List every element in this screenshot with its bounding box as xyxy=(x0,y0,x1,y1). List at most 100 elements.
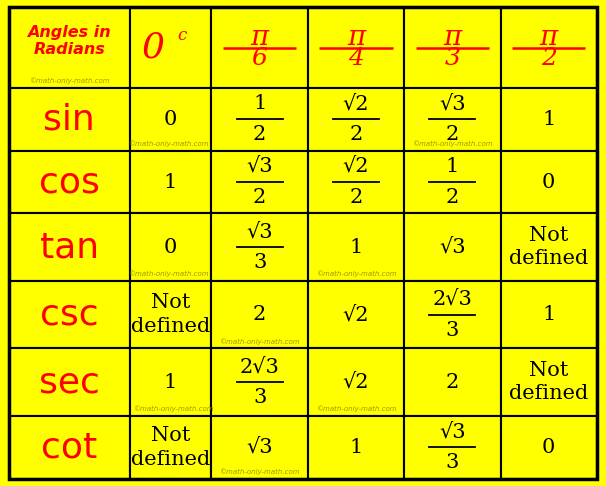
Text: ©math-only-math.com: ©math-only-math.com xyxy=(128,140,208,147)
Text: ©math-only-math.com: ©math-only-math.com xyxy=(133,405,213,412)
Bar xyxy=(404,213,501,281)
Text: π: π xyxy=(443,24,462,52)
Text: 2: 2 xyxy=(253,188,266,207)
Bar xyxy=(308,213,404,281)
Bar xyxy=(130,7,211,88)
Text: cot: cot xyxy=(41,430,98,464)
Text: tan: tan xyxy=(40,230,99,264)
Bar xyxy=(308,88,404,151)
Text: ©math-only-math.com: ©math-only-math.com xyxy=(29,77,110,84)
Text: π: π xyxy=(347,24,365,52)
Bar xyxy=(501,151,597,213)
Text: 1: 1 xyxy=(542,110,556,129)
Bar xyxy=(501,281,597,348)
Text: π: π xyxy=(250,24,269,52)
Bar xyxy=(501,88,597,151)
Text: 3: 3 xyxy=(444,47,461,70)
Text: Not
defined: Not defined xyxy=(131,294,210,336)
Bar xyxy=(130,348,211,416)
Text: √3: √3 xyxy=(246,438,273,457)
Text: 1: 1 xyxy=(542,305,556,324)
Bar xyxy=(211,213,308,281)
Text: 3: 3 xyxy=(253,388,266,407)
Text: 0: 0 xyxy=(542,438,556,457)
Text: √3: √3 xyxy=(439,94,465,113)
Bar xyxy=(404,281,501,348)
Bar xyxy=(308,348,404,416)
Bar xyxy=(130,416,211,479)
Text: 0: 0 xyxy=(141,31,164,65)
Text: 2√3: 2√3 xyxy=(240,357,279,376)
Bar xyxy=(308,281,404,348)
Text: ©math-only-math.com: ©math-only-math.com xyxy=(219,338,300,345)
Bar xyxy=(404,7,501,88)
Text: 1: 1 xyxy=(164,373,177,392)
Bar xyxy=(404,88,501,151)
Text: 2: 2 xyxy=(350,125,362,144)
Text: 2: 2 xyxy=(350,188,362,207)
Bar xyxy=(211,348,308,416)
Text: csc: csc xyxy=(40,297,99,331)
Bar xyxy=(9,151,130,213)
Bar xyxy=(501,416,597,479)
Text: 2: 2 xyxy=(446,125,459,144)
Text: √2: √2 xyxy=(343,157,369,176)
Text: sec: sec xyxy=(39,365,100,399)
Text: √3: √3 xyxy=(439,238,465,257)
Bar xyxy=(9,7,130,88)
Text: cos: cos xyxy=(39,165,100,199)
Text: 2: 2 xyxy=(253,125,266,144)
Text: 3: 3 xyxy=(445,453,459,472)
Text: π: π xyxy=(539,24,558,52)
Text: √3: √3 xyxy=(439,422,465,441)
Text: c: c xyxy=(178,27,187,44)
Bar xyxy=(501,348,597,416)
Text: 0: 0 xyxy=(164,110,177,129)
Bar xyxy=(9,213,130,281)
Text: √3: √3 xyxy=(246,222,273,241)
Bar xyxy=(9,88,130,151)
Text: 1: 1 xyxy=(349,438,362,457)
Bar xyxy=(308,7,404,88)
Bar xyxy=(404,416,501,479)
Text: √2: √2 xyxy=(343,373,369,392)
Text: Not
defined: Not defined xyxy=(509,361,588,403)
Text: ©math-only-math.com: ©math-only-math.com xyxy=(316,270,396,277)
Bar xyxy=(130,151,211,213)
Text: 0: 0 xyxy=(542,173,556,191)
Bar xyxy=(130,213,211,281)
Bar xyxy=(9,416,130,479)
Bar xyxy=(9,348,130,416)
Bar xyxy=(501,7,597,88)
Bar xyxy=(130,88,211,151)
Bar xyxy=(404,348,501,416)
Text: ©math-only-math.com: ©math-only-math.com xyxy=(316,405,396,412)
Bar xyxy=(130,281,211,348)
Text: 4: 4 xyxy=(348,47,364,70)
Text: √2: √2 xyxy=(343,305,369,324)
Text: 2: 2 xyxy=(446,188,459,207)
Text: ©math-only-math.com: ©math-only-math.com xyxy=(219,468,300,475)
Bar xyxy=(9,281,130,348)
Bar xyxy=(308,416,404,479)
Text: 2√3: 2√3 xyxy=(433,290,472,309)
Text: √2: √2 xyxy=(343,94,369,113)
Text: ©math-only-math.com: ©math-only-math.com xyxy=(128,270,208,277)
Text: Not
defined: Not defined xyxy=(509,226,588,268)
Text: 1: 1 xyxy=(164,173,177,191)
Text: √3: √3 xyxy=(246,157,273,176)
Text: 2: 2 xyxy=(541,47,557,70)
Bar xyxy=(211,151,308,213)
Text: ©math-only-math.com: ©math-only-math.com xyxy=(412,140,493,147)
Text: 1: 1 xyxy=(445,157,459,176)
Text: 1: 1 xyxy=(349,238,362,257)
Bar xyxy=(501,213,597,281)
Text: 3: 3 xyxy=(445,321,459,340)
Bar xyxy=(211,7,308,88)
Text: 2: 2 xyxy=(446,373,459,392)
Bar xyxy=(404,151,501,213)
Bar xyxy=(211,416,308,479)
Text: 1: 1 xyxy=(253,94,266,113)
Bar xyxy=(211,88,308,151)
Text: 3: 3 xyxy=(253,253,266,272)
